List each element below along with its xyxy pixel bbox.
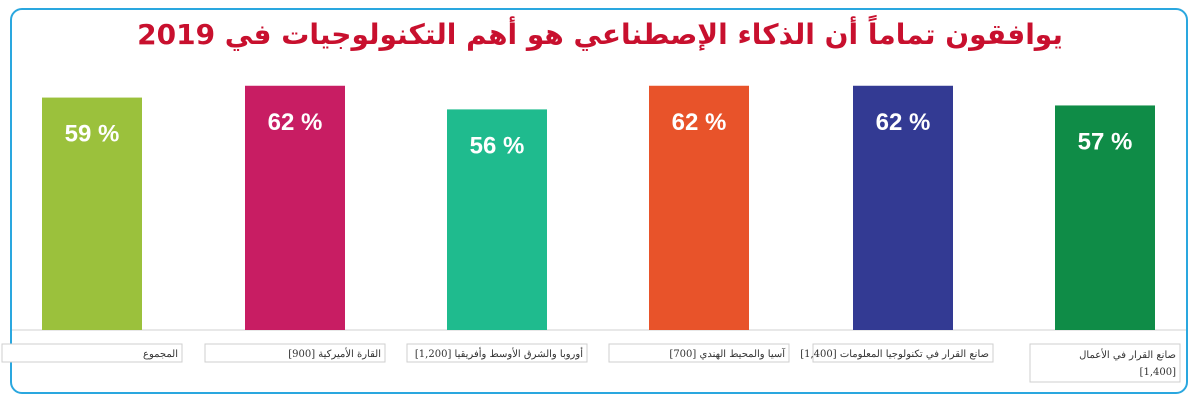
category-label-box (1029, 343, 1181, 383)
bar-value-label: 62 % (876, 109, 931, 136)
bar-value-label: 56 % (470, 132, 525, 159)
bar-value-label: 59 % (65, 121, 120, 148)
category-label: صانع القرار في الأعمال [1,400] (1079, 349, 1176, 378)
bar-value-label: 62 % (672, 109, 727, 136)
category-label: آسيا والمحيط الهندي [700] (669, 347, 786, 360)
bar (245, 85, 345, 331)
bar (853, 85, 953, 331)
category-label-box (406, 343, 588, 363)
chart-title: يوافقون تماماً أن الذكاء الإصطناعي هو أه… (137, 18, 1063, 51)
category-label: المجموع (143, 349, 178, 360)
category-label-box (1, 343, 183, 363)
category-label-box (204, 343, 386, 363)
bar (1055, 105, 1155, 330)
bar (447, 109, 547, 330)
bar (42, 97, 142, 330)
bar-value-label: 62 % (268, 109, 323, 136)
category-label: صانع القرار في تكنولوجيا المعلومات [1,40… (800, 349, 989, 360)
bar (649, 85, 749, 331)
category-label-box (812, 343, 994, 363)
bar-value-label: 57 % (1078, 128, 1133, 155)
category-label-box (608, 343, 790, 363)
category-label: أوروبا والشرق الأوسط وأفريقيا [1,200] (415, 347, 583, 360)
category-label: القارة الأميركية [900] (288, 348, 381, 360)
